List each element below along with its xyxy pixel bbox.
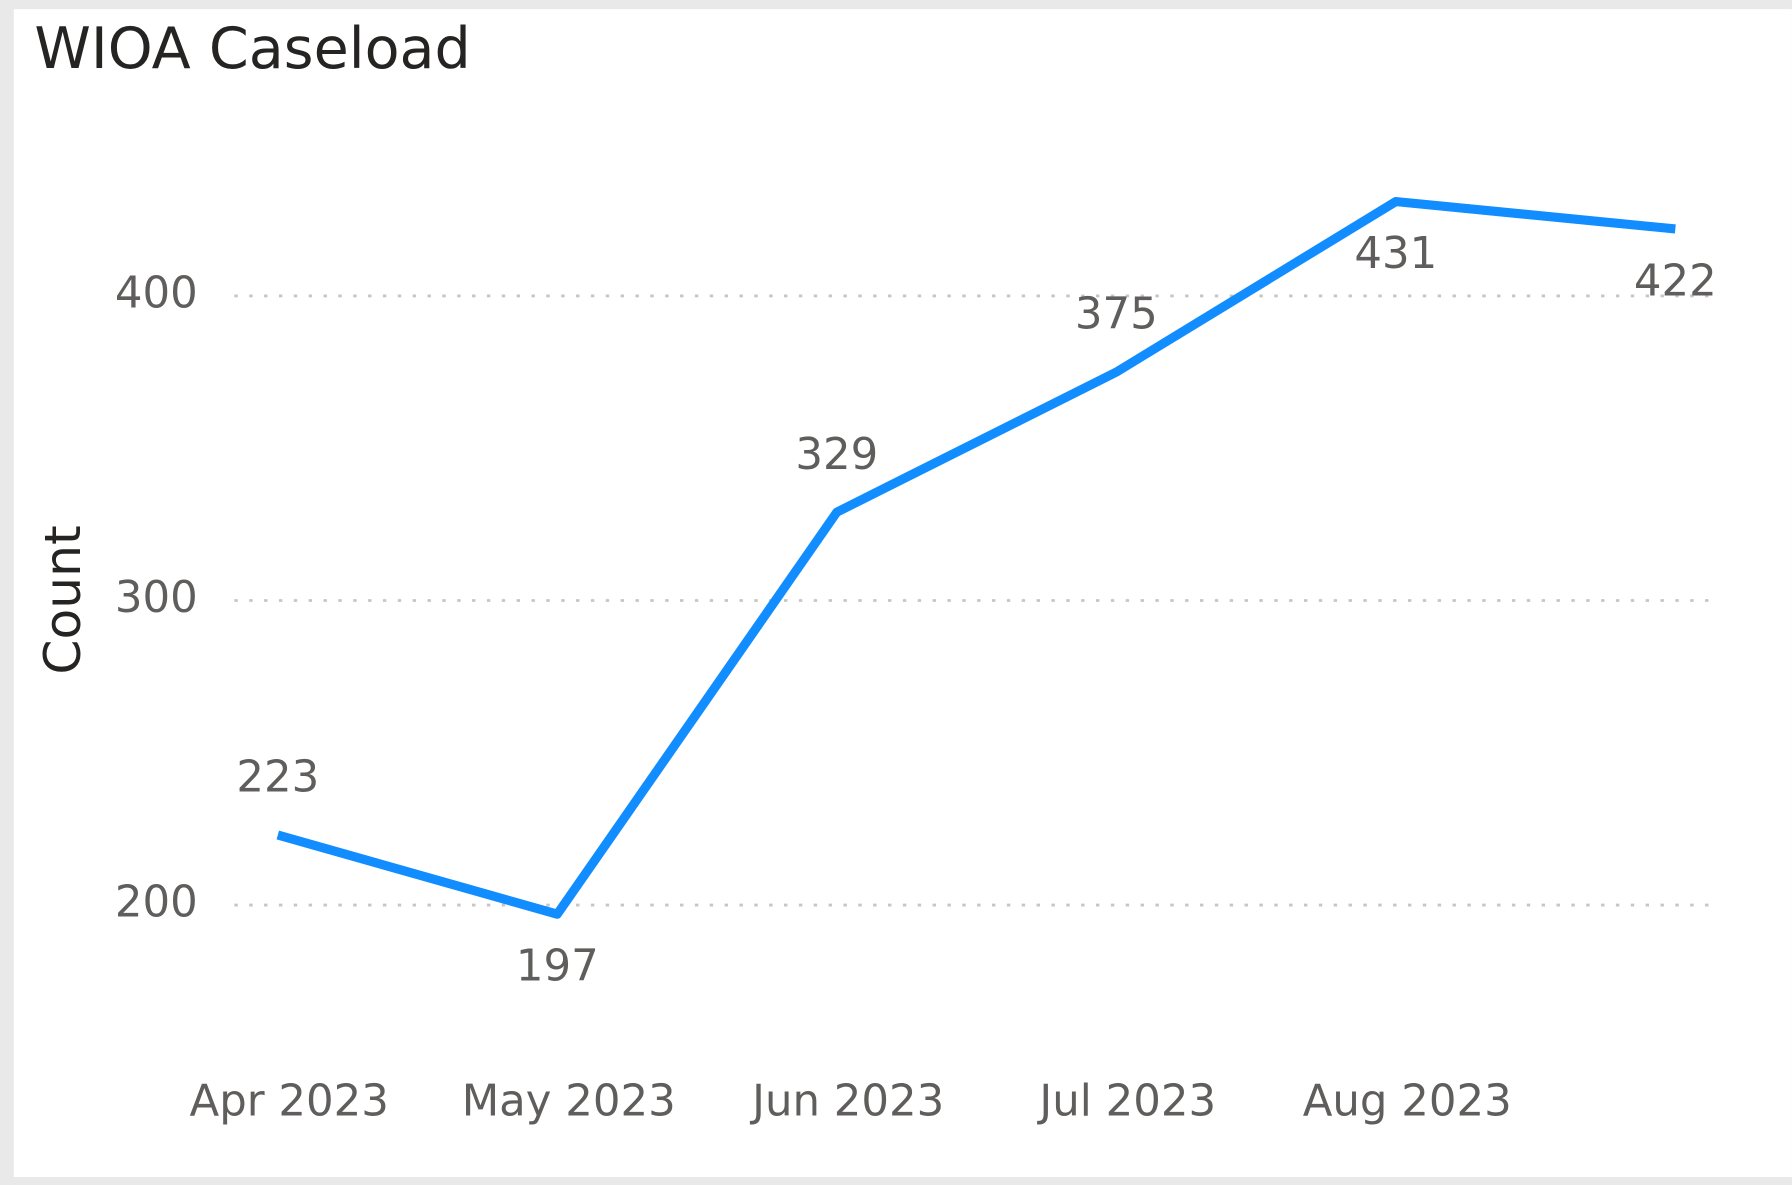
data-label: 329 [795,430,878,480]
data-label: 375 [1075,290,1158,340]
data-label: 197 [516,942,599,992]
y-axis-title: Count [33,525,92,674]
x-tick-label: Jun 2023 [749,1076,944,1126]
card [13,9,1792,1178]
y-tick-label: 400 [115,268,198,318]
data-label: 431 [1354,229,1437,279]
y-tick-label: 200 [115,878,198,928]
y-tick-label: 300 [115,573,198,623]
x-tick-label: Jul 2023 [1036,1076,1216,1126]
x-tick-label: May 2023 [462,1076,676,1126]
x-tick-label: Aug 2023 [1303,1076,1512,1126]
line [276,196,1676,919]
data-label: 422 [1634,256,1717,306]
data-label: 223 [236,753,319,803]
x-tick-label: Apr 2023 [190,1076,389,1126]
chart-title: WIOA Caseload [34,16,470,82]
